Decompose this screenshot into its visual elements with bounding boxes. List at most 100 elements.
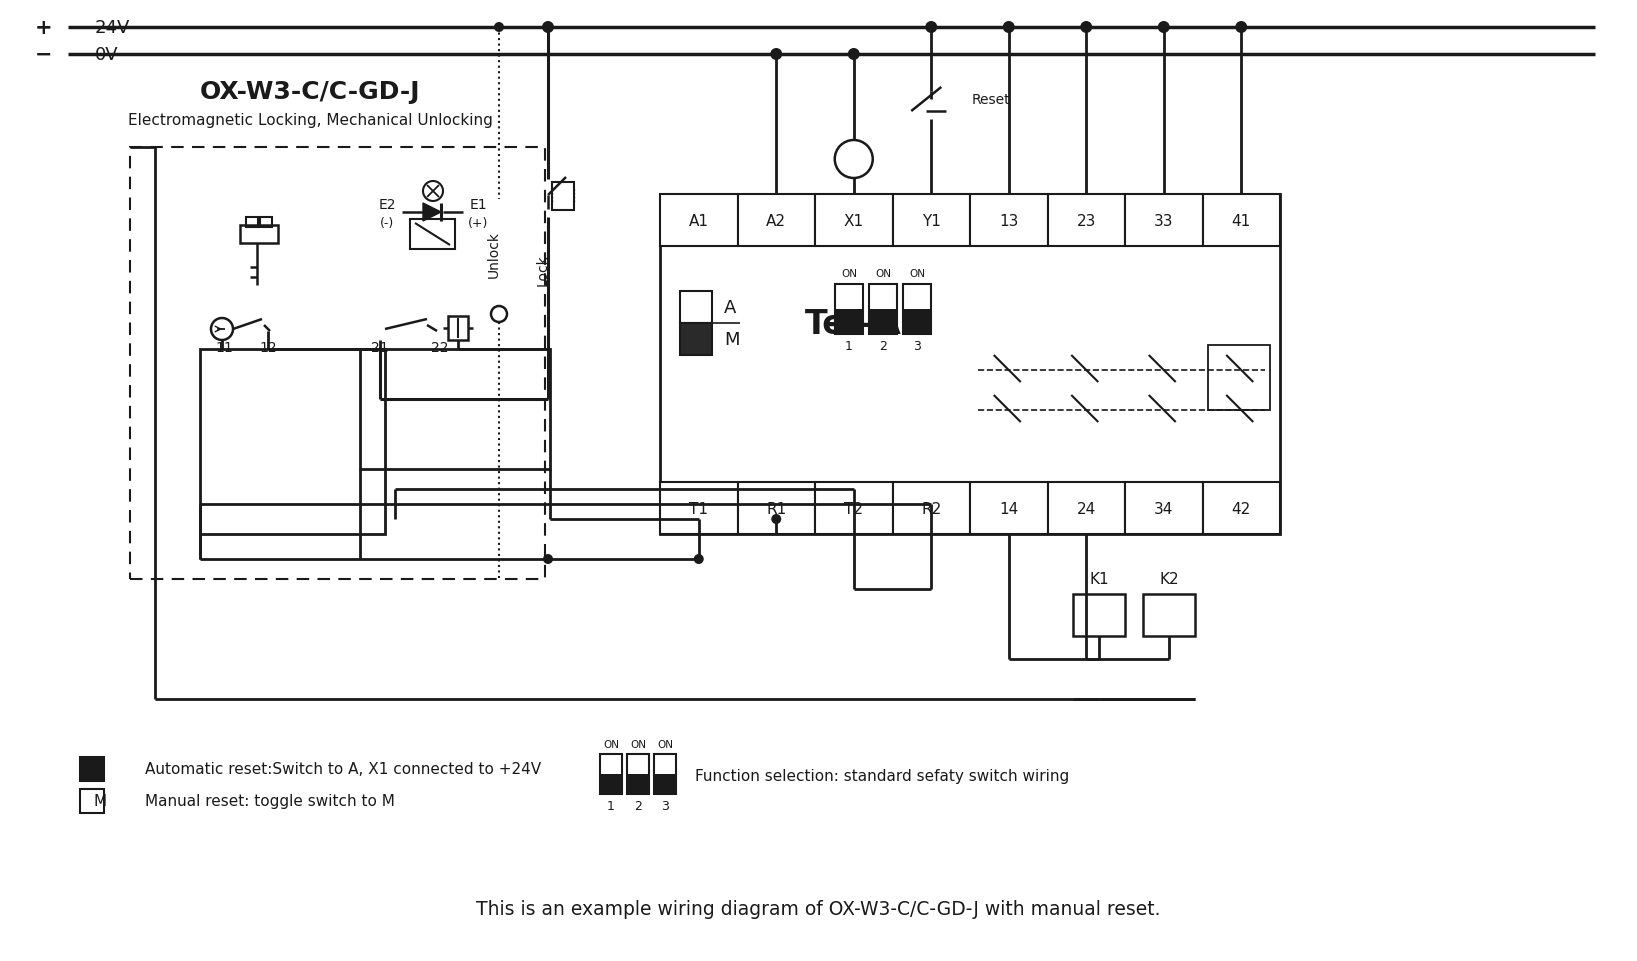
Text: ON: ON bbox=[602, 739, 619, 750]
Text: 3: 3 bbox=[661, 800, 670, 813]
Bar bbox=[869, 284, 897, 334]
Text: 33: 33 bbox=[1154, 213, 1174, 229]
Bar bbox=[738, 195, 815, 247]
Text: M: M bbox=[724, 331, 740, 349]
Text: R1: R1 bbox=[766, 501, 786, 516]
Text: (+): (+) bbox=[468, 216, 488, 230]
Text: 1: 1 bbox=[607, 800, 616, 813]
Text: Ter-A: Ter-A bbox=[805, 308, 902, 340]
Text: X1: X1 bbox=[843, 213, 864, 229]
Bar bbox=[241, 226, 278, 244]
Bar bbox=[80, 789, 105, 813]
Text: 21: 21 bbox=[372, 340, 390, 355]
Text: Unlock: Unlock bbox=[486, 232, 501, 279]
Bar bbox=[200, 350, 385, 534]
Circle shape bbox=[1236, 22, 1247, 34]
Text: R2: R2 bbox=[922, 501, 941, 516]
Text: E2: E2 bbox=[378, 198, 396, 211]
Text: 3: 3 bbox=[913, 340, 922, 353]
Text: +: + bbox=[34, 18, 52, 38]
Circle shape bbox=[694, 554, 704, 564]
Text: 42: 42 bbox=[1231, 501, 1251, 516]
Text: M: M bbox=[93, 794, 106, 808]
Text: 2: 2 bbox=[879, 340, 887, 353]
Text: T1: T1 bbox=[689, 501, 709, 516]
Text: ON: ON bbox=[876, 269, 891, 279]
Bar bbox=[835, 284, 863, 334]
Bar bbox=[660, 482, 738, 534]
Bar bbox=[449, 317, 468, 340]
Text: T2: T2 bbox=[845, 501, 863, 516]
Bar bbox=[655, 754, 676, 794]
Bar bbox=[1203, 195, 1280, 247]
Bar bbox=[904, 284, 931, 334]
Circle shape bbox=[1080, 22, 1092, 34]
Circle shape bbox=[543, 554, 553, 564]
Bar bbox=[1125, 195, 1203, 247]
Bar bbox=[129, 148, 545, 579]
Text: −: − bbox=[36, 45, 52, 65]
Bar bbox=[1208, 346, 1270, 410]
Text: A1: A1 bbox=[689, 213, 709, 229]
Bar bbox=[627, 775, 648, 794]
Text: ON: ON bbox=[630, 739, 647, 750]
Bar bbox=[1072, 595, 1125, 636]
Text: 11: 11 bbox=[214, 340, 232, 355]
Text: 13: 13 bbox=[999, 213, 1018, 229]
Bar bbox=[815, 195, 892, 247]
Circle shape bbox=[491, 307, 507, 323]
Polygon shape bbox=[422, 204, 440, 222]
Text: K1: K1 bbox=[1089, 571, 1108, 586]
Circle shape bbox=[1003, 22, 1015, 34]
Text: Reset: Reset bbox=[971, 93, 1010, 107]
Circle shape bbox=[494, 23, 504, 33]
Bar bbox=[601, 775, 622, 794]
Text: OX-W3-C/C-GD-J: OX-W3-C/C-GD-J bbox=[200, 80, 421, 104]
Text: 24V: 24V bbox=[95, 19, 131, 37]
Bar bbox=[971, 482, 1048, 534]
Text: Electromagnetic Locking, Mechanical Unlocking: Electromagnetic Locking, Mechanical Unlo… bbox=[128, 112, 493, 128]
Bar bbox=[260, 218, 272, 228]
Bar bbox=[869, 309, 897, 334]
Bar bbox=[552, 183, 575, 210]
Bar bbox=[904, 309, 931, 334]
Circle shape bbox=[771, 514, 781, 525]
Bar bbox=[1143, 595, 1195, 636]
Bar bbox=[80, 757, 105, 781]
Bar bbox=[660, 195, 1280, 534]
Bar bbox=[627, 754, 648, 794]
Bar bbox=[660, 195, 738, 247]
Text: K2: K2 bbox=[1159, 571, 1179, 586]
Text: Manual reset: toggle switch to M: Manual reset: toggle switch to M bbox=[146, 794, 395, 808]
Text: 24: 24 bbox=[1077, 501, 1095, 516]
Bar bbox=[655, 775, 676, 794]
Text: This is an example wiring diagram of OX-W3-C/C-GD-J with manual reset.: This is an example wiring diagram of OX-… bbox=[476, 899, 1161, 919]
Text: 0V: 0V bbox=[95, 46, 118, 64]
Circle shape bbox=[542, 22, 553, 34]
Bar bbox=[679, 292, 712, 324]
Text: ON: ON bbox=[656, 739, 673, 750]
Text: A: A bbox=[724, 299, 737, 317]
Bar bbox=[1203, 482, 1280, 534]
Circle shape bbox=[835, 141, 873, 179]
Bar bbox=[738, 482, 815, 534]
Text: E1: E1 bbox=[470, 198, 486, 211]
Text: A2: A2 bbox=[766, 213, 786, 229]
Text: Function selection: standard sefaty switch wiring: Function selection: standard sefaty swit… bbox=[696, 769, 1069, 783]
Bar bbox=[892, 195, 971, 247]
Bar bbox=[360, 350, 550, 470]
Text: A: A bbox=[93, 762, 103, 776]
Bar bbox=[1125, 482, 1203, 534]
Text: 1: 1 bbox=[845, 340, 853, 353]
Text: Lock: Lock bbox=[535, 254, 550, 285]
Text: Automatic reset:Switch to A, X1 connected to +24V: Automatic reset:Switch to A, X1 connecte… bbox=[146, 762, 542, 776]
Bar bbox=[1048, 195, 1125, 247]
Bar bbox=[409, 220, 455, 250]
Bar bbox=[815, 482, 892, 534]
Bar bbox=[679, 324, 712, 356]
Circle shape bbox=[1157, 22, 1170, 34]
Text: 34: 34 bbox=[1154, 501, 1174, 516]
Circle shape bbox=[771, 49, 782, 61]
Bar bbox=[835, 309, 863, 334]
Text: ON: ON bbox=[841, 269, 858, 279]
